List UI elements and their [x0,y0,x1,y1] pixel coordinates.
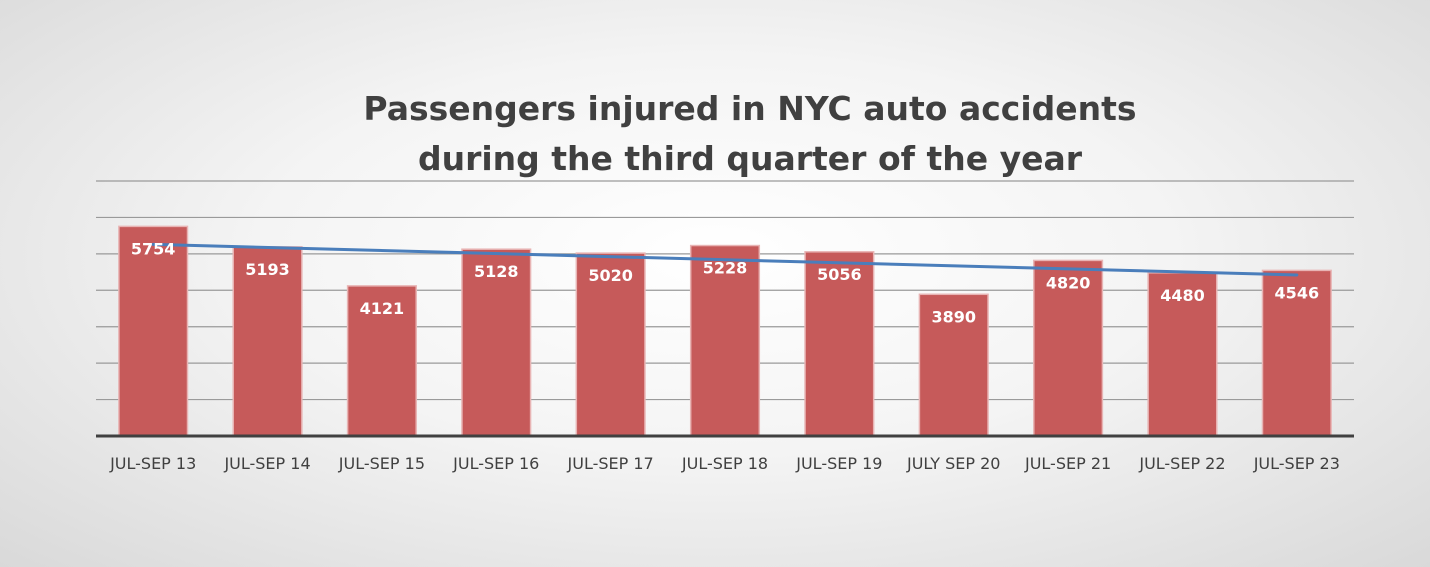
x-tick-label: JUL-SEP 17 [567,454,654,473]
x-tick-label: JUL-SEP 15 [338,454,425,473]
bar [804,251,875,437]
bars [118,225,1332,437]
data-label: 4820 [1046,273,1091,292]
bar [575,252,646,437]
data-label: 4480 [1160,286,1205,305]
data-label: 3890 [931,307,976,326]
x-tick-label: JUL-SEP 23 [1253,454,1340,473]
data-labels: 5754 5193 4121 5128 5020 5228 5056 3890 4820 4480… [131,239,1319,326]
x-tick-label: JUL-SEP 14 [223,454,310,473]
x-tick-label: JUL-SEP 21 [1024,454,1111,473]
data-label: 5020 [588,266,633,285]
x-axis-tick-labels: JUL-SEP 13 JUL-SEP 14 JUL-SEP 15 JUL-SEP 16… [109,454,1340,473]
bar [689,244,761,437]
bar [1147,272,1218,437]
bar [232,246,303,437]
data-label: 5228 [703,259,748,278]
x-tick-label: JUL-SEP 19 [795,454,882,473]
data-label: 5193 [245,260,290,279]
bar [346,285,417,437]
x-tick-label: JUL-SEP 18 [681,454,768,473]
bar [918,293,989,437]
data-label: 4546 [1275,283,1320,302]
bar [461,248,532,437]
x-tick-label: JULY SEP 20 [906,454,1000,473]
trendline-layer [151,242,1299,277]
bar [1261,269,1332,437]
x-tick-label: JUL-SEP 16 [452,454,539,473]
trendline [151,242,1299,277]
chart-title-line-2: during the third quarter of the year [418,139,1083,178]
chart-title-line-1: Passengers injured in NYC auto accidents [363,89,1136,128]
x-tick-label: JUL-SEP 22 [1138,454,1225,473]
data-label: 5128 [474,262,519,281]
x-tick-label: JUL-SEP 13 [109,454,196,473]
data-label: 4121 [360,299,405,318]
data-label: 5754 [131,239,176,258]
data-label: 5056 [817,265,862,284]
